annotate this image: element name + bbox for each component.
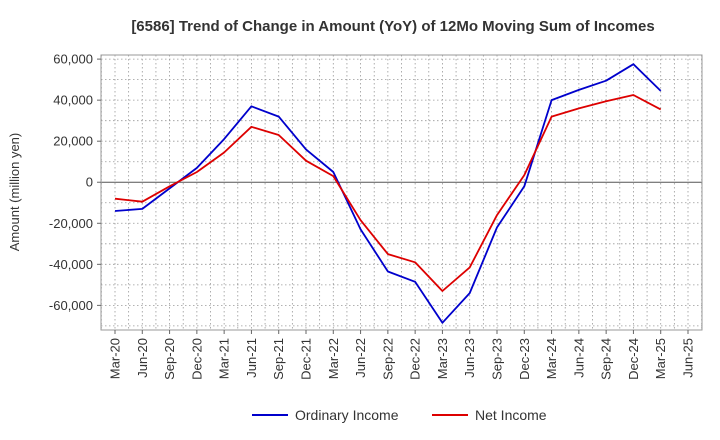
x-tick-label: Sep-24 — [599, 338, 614, 380]
x-tick-label: Sep-20 — [162, 338, 177, 380]
x-tick-label: Jun-21 — [244, 338, 259, 378]
series-line-ordinary-income — [114, 63, 662, 324]
x-tick-label: Jun-24 — [571, 338, 586, 378]
y-tick-label: -40,000 — [49, 257, 93, 272]
x-tick-label: Mar-21 — [217, 338, 232, 379]
y-axis-label: Amount (million yen) — [7, 133, 22, 252]
y-axis: 60,000 40,000 20,000 0 -20,000 -40,000 -60,000 — [49, 52, 101, 313]
x-tick-label: Dec-22 — [408, 338, 423, 380]
x-tick-label: Mar-23 — [435, 338, 450, 379]
x-tick-label: Mar-20 — [108, 338, 123, 379]
legend-label: Ordinary Income — [295, 407, 399, 423]
plot-border — [100, 54, 703, 331]
x-tick-label: Jun-23 — [462, 338, 477, 378]
x-tick-label: Mar-22 — [326, 338, 341, 379]
x-tick-label: Dec-24 — [626, 338, 641, 380]
y-tick-label: 0 — [86, 175, 93, 190]
x-axis: Mar-20 Jun-20 Sep-20 Dec-20 Mar-21 Jun-21 Sep-… — [108, 330, 696, 380]
y-tick-label: 60,000 — [53, 52, 93, 67]
grid — [100, 55, 703, 330]
x-tick-label: Sep-21 — [271, 338, 286, 380]
x-tick-label: Jun-25 — [681, 338, 696, 378]
y-tick-label: -20,000 — [49, 216, 93, 231]
x-tick-label: Jun-22 — [353, 338, 368, 378]
x-tick-label: Dec-21 — [299, 338, 314, 380]
x-tick-label: Jun-20 — [135, 338, 150, 378]
y-tick-label: 40,000 — [53, 93, 93, 108]
chart-title: [6586] Trend of Change in Amount (YoY) o… — [131, 18, 654, 35]
y-tick-label: 20,000 — [53, 134, 93, 149]
x-tick-label: Mar-24 — [544, 338, 559, 379]
legend-label: Net Income — [475, 407, 547, 423]
x-tick-label: Dec-20 — [189, 338, 204, 380]
series-line-net-income — [114, 94, 662, 292]
y-tick-label: -60,000 — [49, 298, 93, 313]
x-tick-label: Sep-23 — [490, 338, 505, 380]
legend: Ordinary Income Net Income — [252, 407, 547, 423]
x-tick-label: Mar-25 — [653, 338, 668, 379]
x-tick-label: Dec-23 — [517, 338, 532, 380]
x-tick-label: Sep-22 — [380, 338, 395, 380]
series-group — [114, 63, 662, 324]
